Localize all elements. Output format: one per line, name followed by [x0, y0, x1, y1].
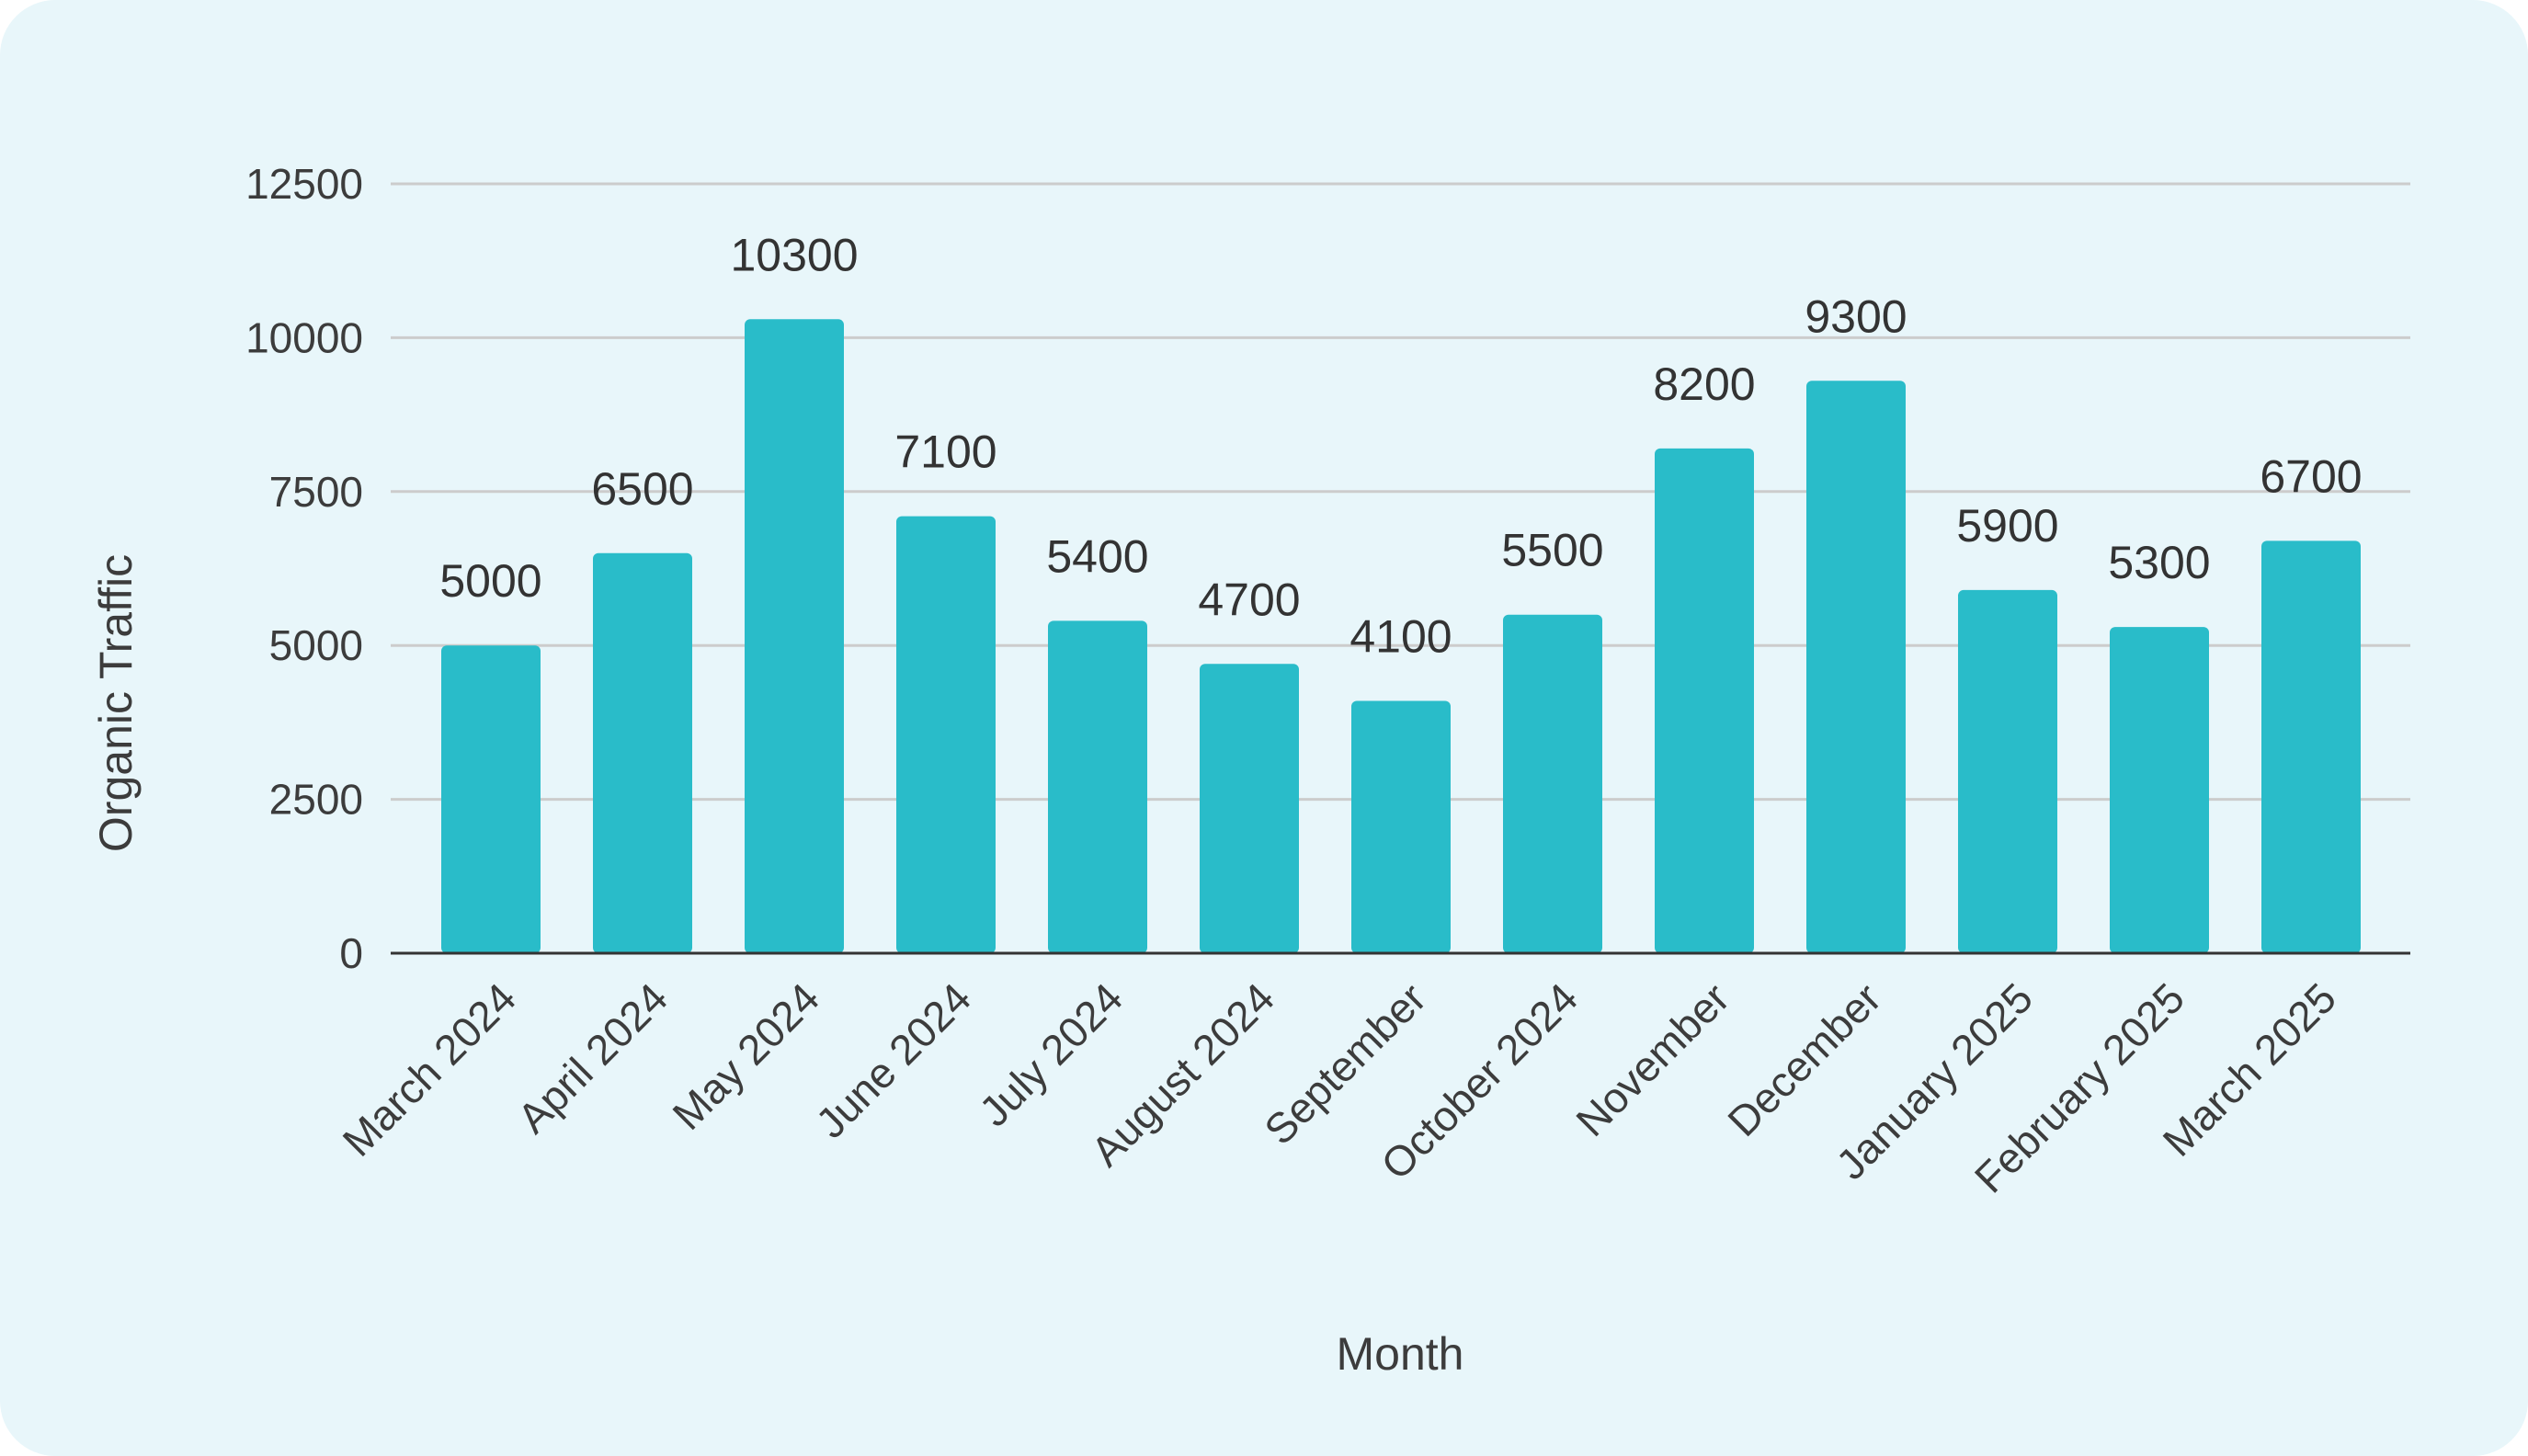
bar-value-label: 6500 [591, 463, 693, 515]
x-tick-label: March 2024 [334, 973, 526, 1166]
y-tick-label: 12500 [245, 160, 363, 208]
bar [1048, 620, 1147, 953]
data-labels: 5000 6500 10300 7100 5400 4700 4100 5500 8200 930… [439, 229, 2362, 662]
y-tick-label: 2500 [269, 776, 363, 824]
bar [2261, 540, 2361, 953]
y-tick-label: 5000 [269, 621, 363, 669]
y-tick-label: 10000 [245, 313, 363, 361]
bar [441, 645, 541, 953]
bar [1655, 448, 1754, 954]
bar-value-label: 6700 [2260, 450, 2362, 502]
bar [593, 552, 692, 953]
bar-value-label: 8200 [1653, 358, 1755, 410]
bar-value-label: 7100 [894, 427, 996, 478]
y-tick-label: 0 [339, 929, 363, 977]
bar [2110, 627, 2209, 953]
bar [1958, 589, 2057, 953]
gridlines [391, 182, 2410, 802]
bars [441, 319, 2361, 954]
bar [896, 516, 996, 953]
x-tick-label: June 2024 [806, 973, 980, 1147]
bar-value-label: 4100 [1349, 610, 1452, 662]
bar-value-label: 5500 [1501, 525, 1603, 576]
bar-value-label: 10300 [730, 229, 858, 280]
bar-value-label: 9300 [1805, 290, 1907, 342]
x-tick-label: November [1566, 973, 1738, 1145]
x-tick-label: July 2024 [970, 973, 1132, 1135]
bar-value-label: 5000 [439, 555, 541, 607]
y-tick-label: 7500 [269, 468, 363, 516]
bar [1200, 664, 1299, 953]
bar-value-label: 4700 [1198, 574, 1300, 625]
bar [745, 319, 844, 953]
y-axis-ticks: 0 2500 5000 7500 10000 12500 [245, 160, 363, 977]
bar-value-label: 5900 [1956, 500, 2058, 552]
x-tick-label: April 2024 [508, 973, 677, 1142]
x-tick-label: May 2024 [663, 973, 828, 1139]
bar [1351, 700, 1451, 953]
bar-value-label: 5400 [1046, 530, 1148, 582]
bar [1503, 614, 1602, 953]
y-axis-title: Organic Traffic [90, 554, 142, 852]
bar-value-label: 5300 [2108, 537, 2210, 588]
bar [1806, 381, 1906, 954]
x-axis-title: Month [1337, 1328, 1464, 1380]
